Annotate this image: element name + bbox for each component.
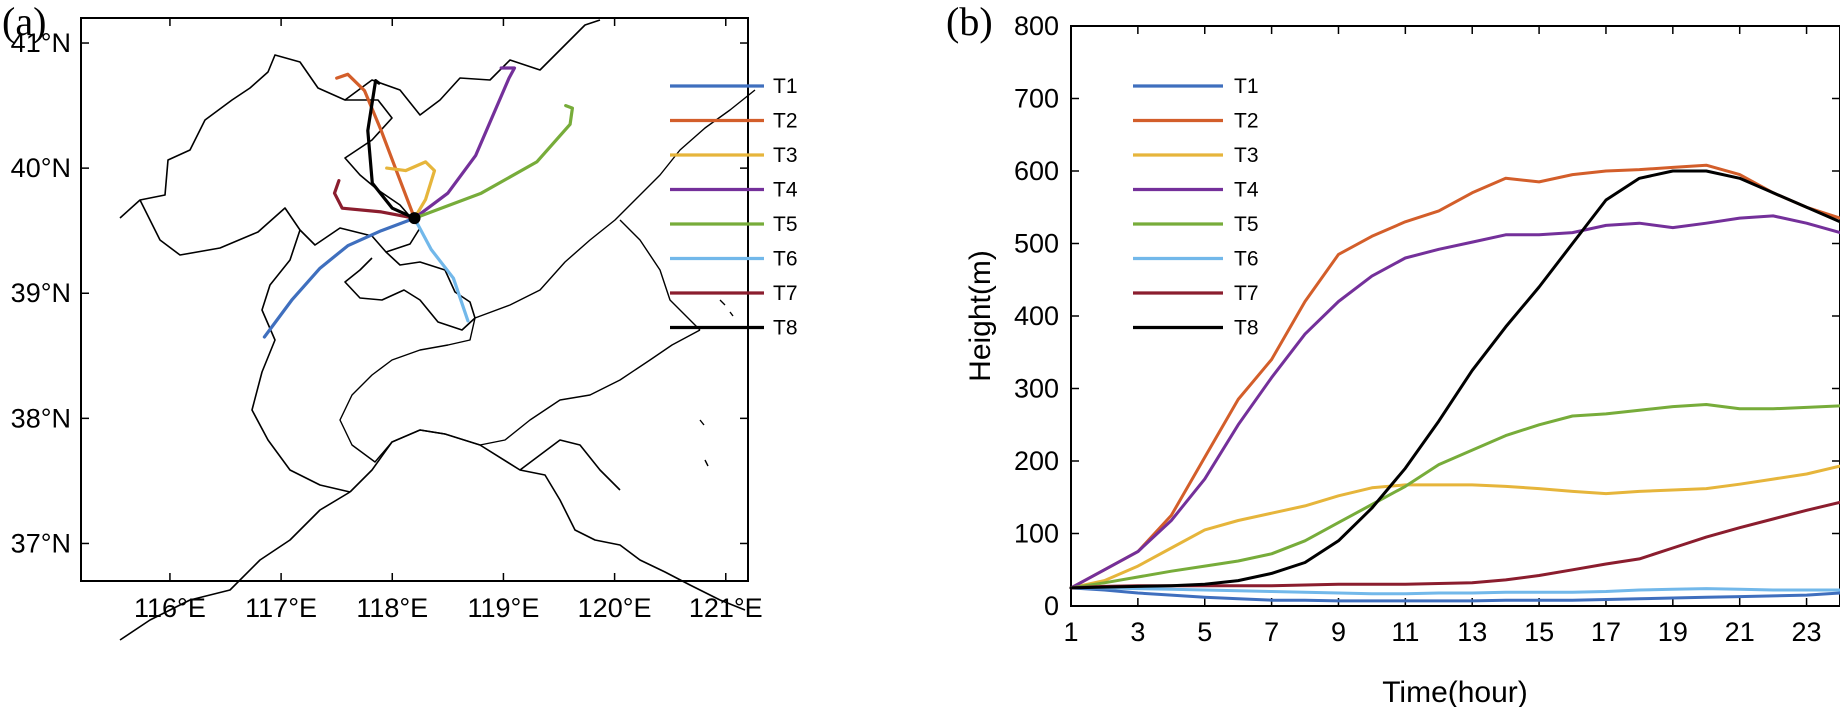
x-tick-label: 5 [1197,617,1212,647]
panel-b-line-chart: (b) 1 3 5 7 9 11 13 15 17 19 21 23 0100200300400500… [946,0,1840,707]
map-legend-label-t3: T3 [773,144,798,167]
map-legend-label-t2: T2 [773,110,798,133]
y-tick-label: 0 [1044,591,1059,621]
trajectory-t6 [412,216,470,323]
trajectory-t7 [332,179,417,220]
map-legend-label-t1: T1 [773,75,798,98]
coastline [339,89,756,467]
legend-label-t4: T4 [1234,179,1259,202]
y-tick-label: 500 [1014,229,1059,259]
coastline-islands [699,299,734,467]
y-tick-label: 600 [1014,156,1059,186]
y-tick-label: 300 [1014,374,1059,404]
map-y-tick-label: 41°N [11,28,71,58]
map-legend-label-t8: T8 [773,317,798,340]
y-axis-title: Height(m) [964,250,997,382]
map-y-tick-label: 39°N [11,278,71,308]
map-y-tick-label: 38°N [11,403,71,433]
trajectory-origin-marker [408,212,421,225]
y-tick-label: 100 [1014,519,1059,549]
province-border-tianjin [344,251,476,331]
series-line-t4 [1069,214,1840,590]
map-legend: T1 T2 T3 T4 T5 T6 T7 T8 [670,75,798,340]
x-tick-label: 19 [1658,617,1688,647]
map-trajectories [262,66,574,339]
map-legend-label-t4: T4 [773,179,798,202]
legend-label-t5: T5 [1234,213,1259,236]
map-borders [119,19,746,641]
y-tick-label: 700 [1014,84,1059,114]
x-tick-label: 7 [1264,617,1279,647]
series-line-t1 [1069,586,1840,603]
coastline-liaodong-south [619,219,701,331]
y-tick-label: 400 [1014,301,1059,331]
coastline-liaodong [474,89,756,319]
plot-ticks [1070,25,1840,607]
x-tick-label: 9 [1331,617,1346,647]
legend-label-t1: T1 [1234,75,1259,98]
plot-series [1069,163,1840,603]
map-y-tick-label: 37°N [11,528,71,558]
x-axis-title: Time(hour) [1382,676,1528,707]
panel-a-map: (a) 116°E 117°E 118°E 119°E 120°E 121°E 37°N3… [2,0,798,641]
trajectory-t2 [335,72,417,220]
trajectory-t3 [385,160,437,220]
x-tick-label: 17 [1591,617,1621,647]
map-x-tick-label: 119°E [468,593,540,623]
map-legend-label-t7: T7 [773,282,798,305]
x-tick-label: 1 [1063,617,1078,647]
trajectory-t1 [262,216,417,339]
plot-legend: T1 T2 T3 T4 T5 T6 T7 T8 [1133,75,1259,340]
series-line-t5 [1069,403,1840,590]
legend-label-t7: T7 [1234,282,1259,305]
legend-label-t2: T2 [1234,110,1259,133]
coastline-bohai [339,317,701,463]
y-tick-labels: 0 100 200 300 400 500 600 700 800 [1014,11,1059,621]
map-legend-label-t6: T6 [773,248,798,271]
series-line-t8 [1069,169,1840,590]
x-tick-label: 21 [1725,617,1755,647]
map-x-tick-label: 120°E [578,593,652,623]
map-y-tick-label: 40°N [11,153,71,183]
x-tick-label: 11 [1391,617,1419,647]
x-tick-label: 13 [1457,617,1487,647]
trajectory-t5 [412,104,574,220]
province-border-hebei-west [251,229,351,493]
panel-b-label: (b) [946,0,993,44]
province-border-north [119,19,601,219]
legend-label-t6: T6 [1234,248,1259,271]
province-border-shandong [349,429,746,611]
x-tick-labels: 1 3 5 7 9 11 13 15 17 19 21 23 [1063,617,1821,647]
panel-a-label: (a) [2,0,46,44]
legend-label-t8: T8 [1234,317,1259,340]
x-tick-label: 3 [1130,617,1145,647]
series-line-t6 [1069,586,1840,596]
map-x-tick-labels: 116°E 117°E 118°E 119°E 120°E 121°E [134,593,763,623]
map-x-tick-label: 121°E [689,593,763,623]
trajectory-t4 [412,66,517,220]
map-x-tick-label: 118°E [356,593,428,623]
plot-frame [1070,25,1840,607]
series-line-t2 [1069,163,1840,590]
province-border-east-inland [519,439,621,491]
map-x-tick-label: 117°E [245,593,317,623]
map-y-tick-labels: 37°N 38°N 39°N 40°N 41°N [11,28,71,558]
y-tick-label: 800 [1014,11,1059,41]
province-border-south [119,491,351,641]
map-ticks [81,18,748,581]
legend-label-t3: T3 [1234,144,1259,167]
map-x-tick-label: 116°E [134,593,206,623]
y-tick-label: 200 [1014,446,1059,476]
map-legend-label-t5: T5 [773,213,798,236]
map-frame [80,17,749,582]
series-line-t7 [1069,500,1840,590]
series-line-t3 [1069,464,1840,590]
x-tick-label: 23 [1792,617,1822,647]
x-tick-label: 15 [1524,617,1554,647]
trajectory-t8 [366,79,417,220]
